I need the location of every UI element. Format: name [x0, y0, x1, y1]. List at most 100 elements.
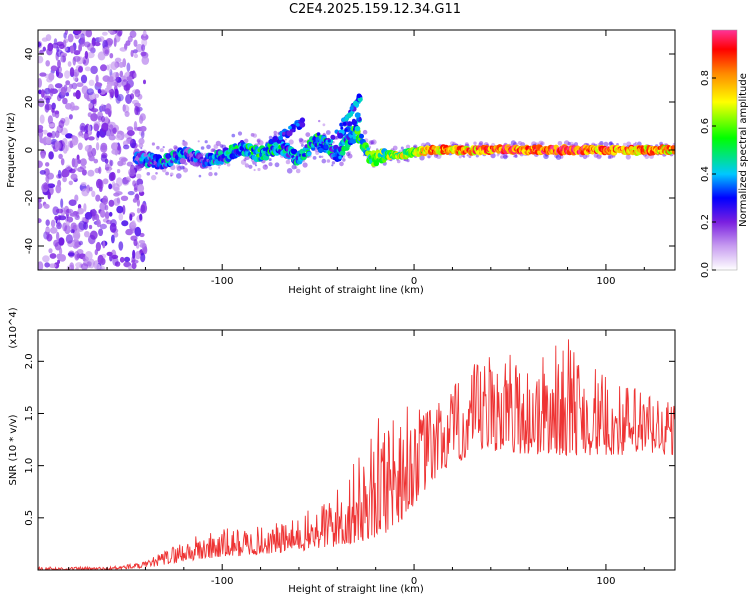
spectral-point — [234, 145, 239, 150]
branch-point — [352, 118, 356, 123]
noise-speckle — [102, 178, 109, 185]
signal-halo — [609, 141, 613, 145]
noise-speckle — [69, 67, 75, 77]
noise-speckle — [124, 111, 130, 117]
noise-speckle — [88, 234, 96, 245]
noise-speckle — [140, 130, 145, 139]
noise-speckle — [56, 72, 64, 79]
noise-speckle — [126, 62, 131, 72]
branch-point — [340, 126, 344, 130]
noise-speckle — [136, 106, 141, 116]
noise-speckle — [75, 211, 80, 218]
noise-speckle — [143, 79, 146, 85]
noise-speckle — [113, 198, 121, 206]
signal-halo — [325, 130, 331, 135]
signal-halo — [318, 119, 321, 123]
noise-speckle — [57, 169, 62, 179]
signal-halo — [462, 155, 466, 158]
signal-halo — [257, 167, 261, 172]
noise-speckle — [75, 267, 79, 270]
signal-halo — [452, 141, 456, 146]
signal-halo — [304, 140, 307, 143]
snr-series-line — [38, 339, 675, 570]
noise-speckle — [80, 158, 87, 167]
noise-speckle — [132, 198, 138, 203]
signal-halo — [176, 164, 181, 170]
signal-halo — [151, 142, 155, 146]
noise-speckle — [67, 33, 74, 43]
noise-speckle — [118, 213, 124, 221]
branch-point — [356, 117, 360, 121]
noise-speckle — [91, 190, 96, 197]
noise-speckle — [118, 61, 125, 68]
noise-speckle — [57, 59, 61, 69]
branch-point — [299, 117, 306, 123]
spectral-point — [143, 153, 148, 157]
signal-halo — [466, 154, 469, 157]
noise-speckle — [128, 265, 132, 270]
noise-speckle — [94, 167, 101, 174]
noise-speckle — [138, 138, 145, 145]
y-tick-label: 2.0 — [24, 353, 35, 369]
signal-halo — [305, 132, 311, 138]
signal-halo — [244, 138, 249, 143]
noise-speckle — [42, 46, 46, 52]
noise-speckle — [109, 91, 113, 98]
noise-speckle — [38, 89, 42, 95]
noise-speckle — [60, 86, 67, 96]
signal-halo — [331, 161, 336, 165]
noise-speckle — [58, 237, 65, 246]
noise-speckle — [70, 173, 78, 181]
noise-speckle — [126, 126, 134, 132]
snr-panel: -100 0 100 0.5 1.0 1.5 2.0 Height of straight … — [8, 307, 676, 595]
noise-speckle — [88, 79, 95, 87]
noise-speckle — [45, 227, 50, 233]
noise-speckle — [108, 183, 113, 190]
signal-halo — [555, 154, 562, 160]
noise-speckle — [77, 166, 85, 173]
noise-speckle — [108, 199, 115, 207]
branch-point — [330, 134, 336, 140]
noise-speckle — [95, 142, 100, 151]
noise-speckle — [116, 93, 124, 102]
noise-speckle — [100, 64, 107, 72]
noise-speckle — [60, 55, 66, 63]
x-tick-label: 100 — [596, 276, 615, 287]
noise-speckle — [111, 254, 119, 259]
signal-halo — [368, 140, 374, 146]
figure-title: C2E4.2025.159.12.34.G11 — [288, 2, 462, 17]
noise-speckle — [69, 101, 75, 112]
noise-speckle — [39, 138, 47, 144]
noise-speckle — [63, 38, 69, 44]
noise-speckle — [66, 208, 74, 214]
signal-halo — [475, 154, 479, 158]
noise-speckle — [133, 121, 138, 131]
branch-point — [295, 122, 300, 127]
noise-speckle — [38, 197, 42, 203]
noise-speckle — [38, 202, 43, 210]
noise-speckle — [45, 162, 50, 167]
noise-speckle — [110, 171, 116, 181]
noise-speckle — [47, 191, 51, 200]
noise-speckle — [86, 88, 95, 96]
noise-speckle — [60, 198, 64, 208]
noise-speckle — [58, 254, 66, 262]
signal-halo — [248, 164, 253, 169]
noise-speckle — [77, 142, 83, 151]
spectrogram-content — [38, 30, 675, 270]
signal-halo — [231, 133, 236, 138]
noise-speckle — [138, 143, 144, 148]
noise-speckle — [136, 43, 143, 53]
snr-content — [38, 339, 675, 570]
noise-speckle — [48, 72, 55, 81]
noise-speckle — [104, 49, 109, 55]
noise-speckle — [84, 41, 91, 48]
noise-speckle — [107, 63, 112, 73]
spectrogram-x-label: Height of straight line (km) — [288, 285, 424, 296]
noise-speckle — [102, 123, 109, 131]
noise-speckle — [115, 71, 119, 82]
signal-halo — [151, 174, 157, 181]
noise-speckle — [104, 163, 110, 171]
noise-speckle — [65, 234, 73, 244]
signal-halo — [219, 144, 224, 148]
